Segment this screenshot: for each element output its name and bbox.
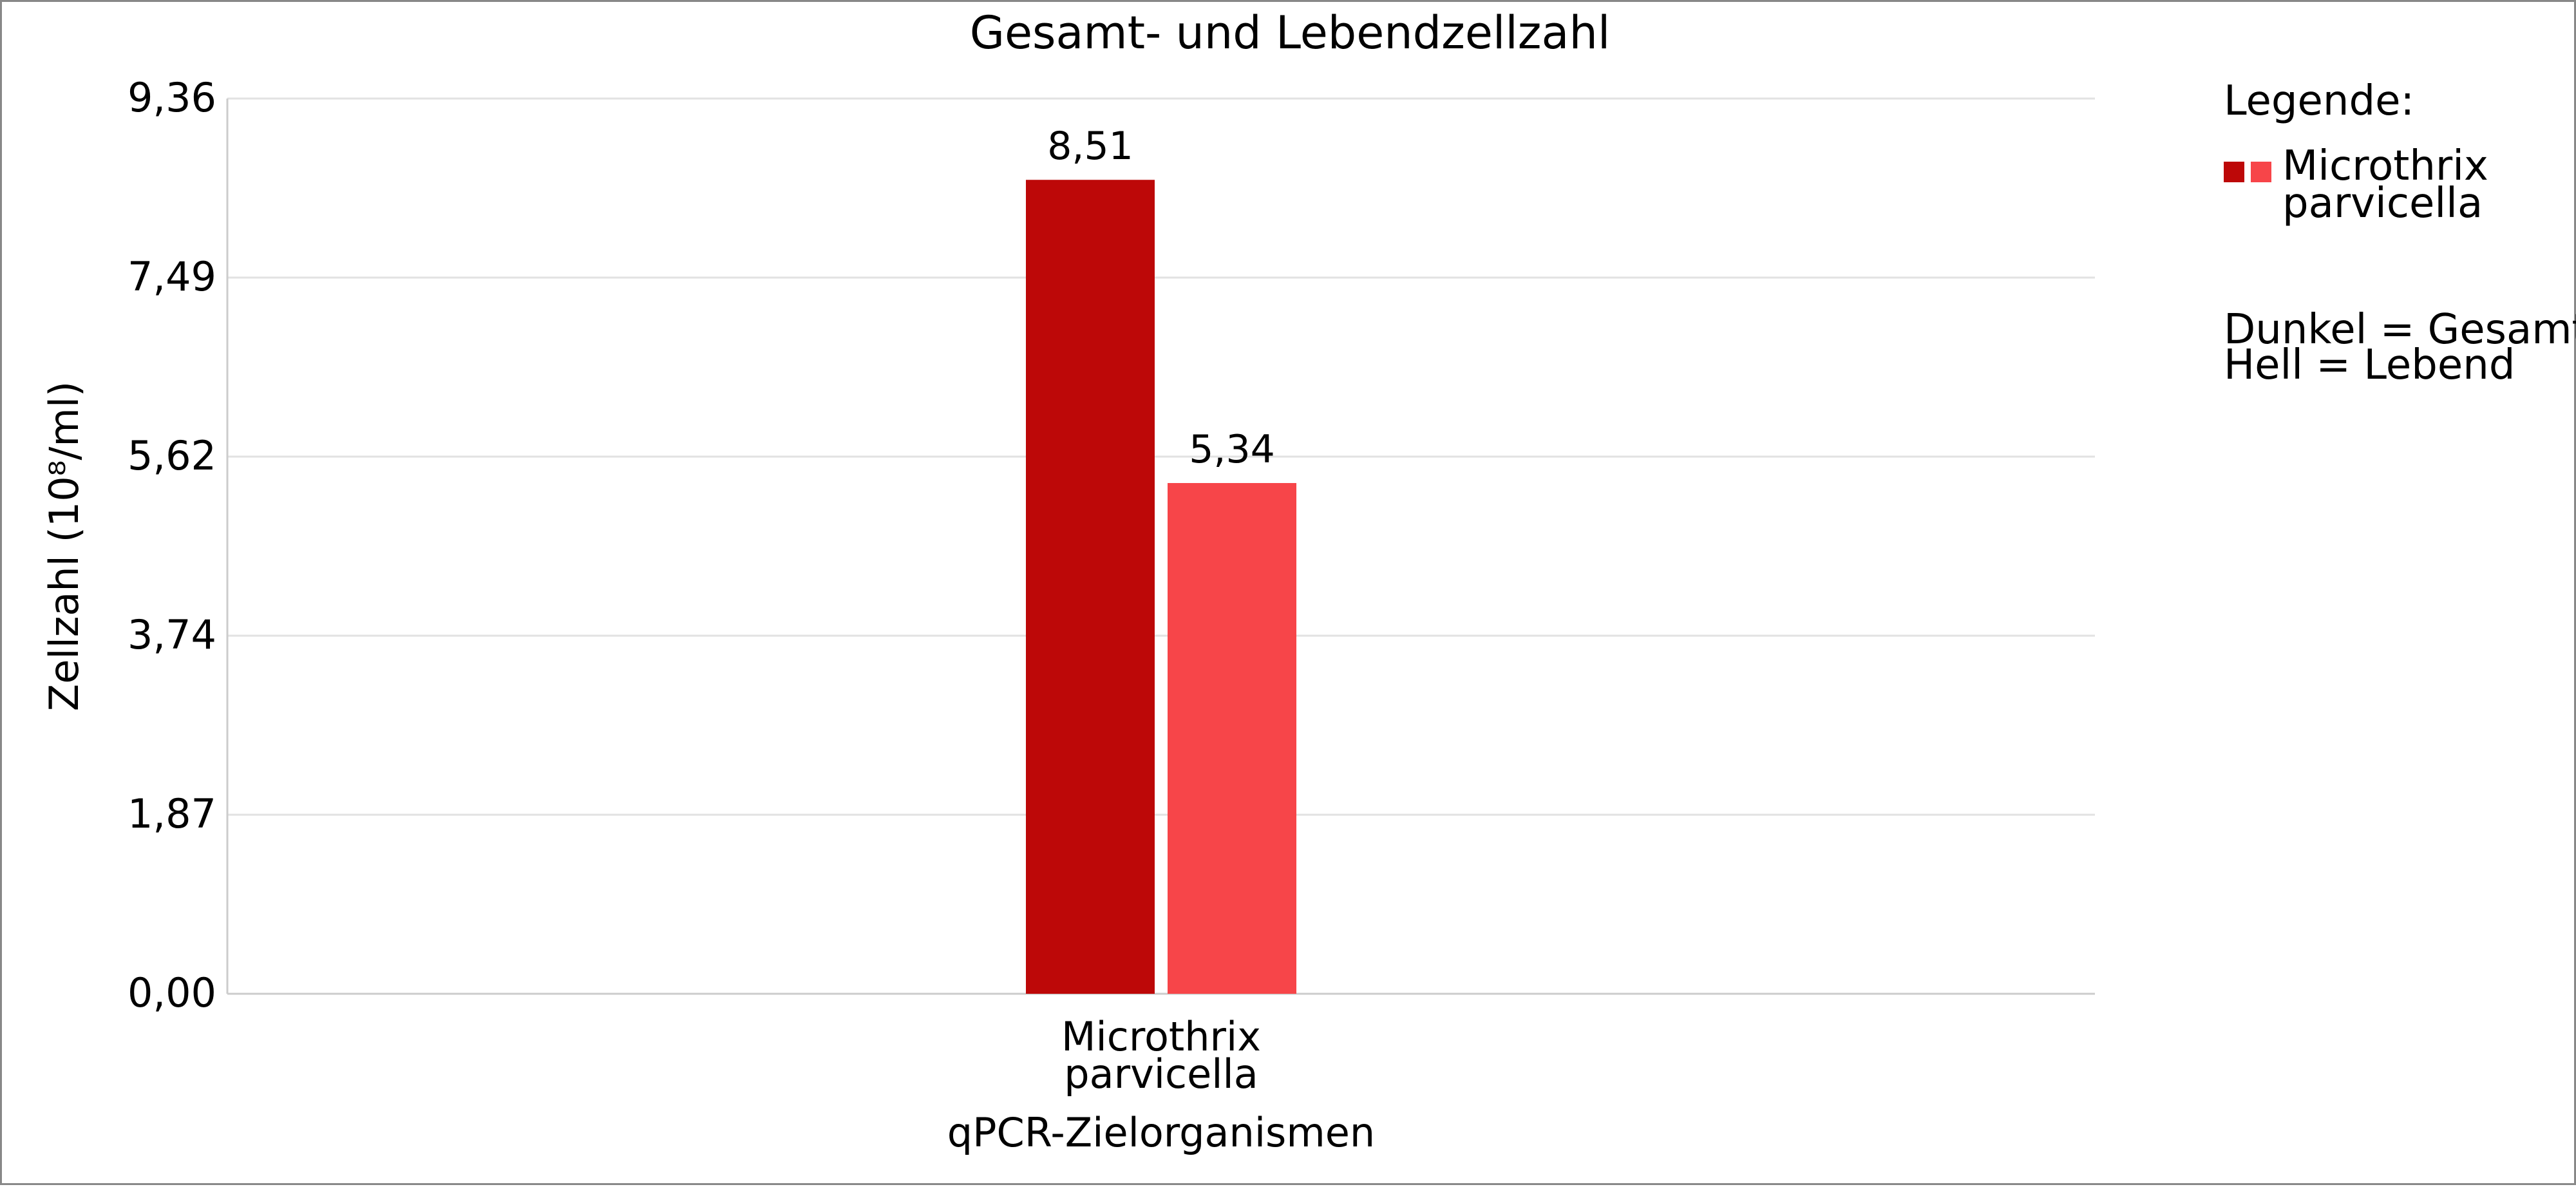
y-tick-label: 9,36 bbox=[128, 74, 216, 121]
x-axis-label: qPCR-Zielorganismen bbox=[947, 1109, 1375, 1156]
legend-swatch bbox=[2224, 162, 2244, 182]
x-tick-label: Microthrix bbox=[1061, 1013, 1261, 1060]
bar-value-label: 5,34 bbox=[1189, 427, 1275, 472]
bar-value-label: 8,51 bbox=[1047, 124, 1133, 169]
legend-swatch bbox=[2251, 162, 2271, 182]
y-tick-label: 7,49 bbox=[128, 253, 216, 300]
x-tick-label: parvicella bbox=[1064, 1050, 1258, 1097]
legend-note: Dunkel = Gesamt bbox=[2224, 306, 2576, 354]
y-tick-label: 3,74 bbox=[128, 611, 216, 658]
plot-area: 0,00 1,87 3,74 5,62 7,49 9,36 8,51 5,34 Microthr… bbox=[128, 74, 2095, 1097]
legend-note: Hell = Lebend bbox=[2224, 341, 2515, 389]
legend-entry-label: parvicella bbox=[2282, 180, 2483, 227]
y-tick-label: 0,00 bbox=[128, 969, 216, 1016]
legend-title: Legende: bbox=[2224, 77, 2414, 125]
legend-entry-label: Microthrix bbox=[2282, 142, 2488, 190]
y-tick-label: 5,62 bbox=[128, 432, 216, 479]
bar bbox=[1168, 482, 1296, 994]
bar bbox=[1026, 180, 1155, 994]
chart-title: Gesamt- und Lebendzellzahl bbox=[970, 6, 1611, 59]
y-tick-label: 1,87 bbox=[128, 790, 216, 837]
y-axis-label: Zellzahl (10⁸/ml) bbox=[41, 381, 88, 711]
